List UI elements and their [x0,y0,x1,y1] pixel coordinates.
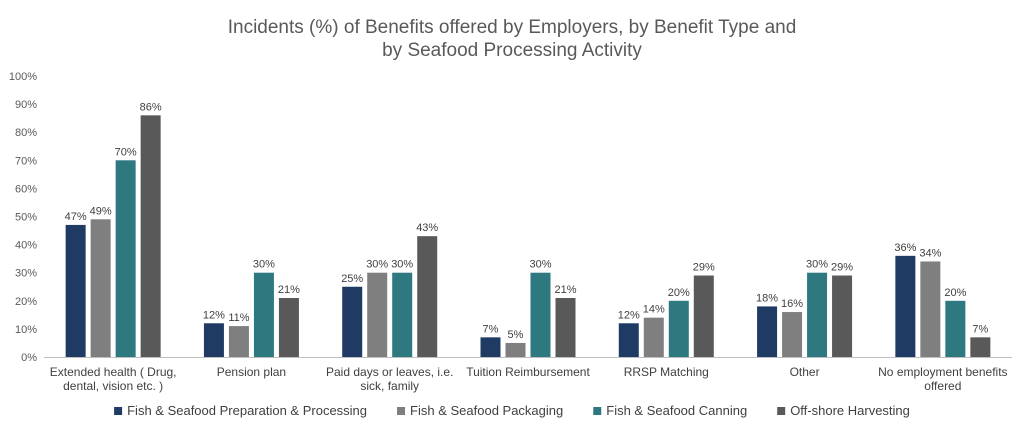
y-tick-label: 40% [15,240,37,252]
y-tick-label: 0% [21,352,37,364]
bar-2-1 [203,323,224,357]
data-label: 21% [554,284,576,296]
legend-label-2: Fish & Seafood Packaging [410,403,563,418]
bar-4-3 [530,272,551,357]
y-tick-label: 50% [15,212,37,224]
data-label: 18% [756,292,778,304]
data-label: 7% [483,323,499,335]
data-label: 30% [366,259,388,271]
legend-swatch-3 [593,407,602,415]
bar-4-1 [480,337,501,357]
data-label: 36% [894,242,916,254]
bar-1-3 [115,160,136,357]
data-label: 25% [341,273,363,285]
category-label: Extended health ( Drug, [50,365,177,379]
data-label: 16% [781,298,803,310]
data-label: 30% [253,259,275,271]
category-label: Other [790,365,820,379]
bar-5-4 [693,275,714,357]
legend-label-4: Off-shore Harvesting [790,403,910,418]
category-label: Pension plan [217,365,286,379]
bar-7-1 [895,255,916,357]
bar-7-3 [945,300,966,357]
data-label: 47% [65,211,87,223]
data-label: 14% [643,304,665,316]
data-label: 43% [416,222,438,234]
data-label: 12% [618,309,640,321]
bar-4-2 [505,342,526,357]
bar-1-1 [65,224,86,357]
legend-swatch-4 [777,407,786,415]
bar-2-3 [253,272,274,357]
data-label: 86% [140,101,162,113]
bar-6-1 [757,306,778,357]
y-tick-label: 20% [15,296,37,308]
bar-3-2 [367,272,388,357]
data-label: 29% [831,262,853,274]
data-label: 11% [228,312,249,324]
bar-7-2 [920,261,941,357]
bar-6-3 [807,272,828,357]
bar-2-2 [228,326,249,357]
y-tick-label: 80% [15,127,37,139]
category-label: sick, family [360,379,419,393]
chart-title-line-2: by Seafood Processing Activity [382,40,642,61]
data-label: 21% [278,284,300,296]
data-label: 34% [919,247,941,259]
data-label: 49% [90,205,112,217]
category-label: Tuition Reimbursement [466,365,590,379]
bar-1-2 [90,219,111,357]
bar-2-4 [278,297,299,357]
bar-6-4 [832,275,853,357]
bar-5-2 [643,317,664,357]
bar-3-1 [342,286,363,357]
category-label: offered [924,379,961,393]
bar-5-3 [668,300,689,357]
legend-label-3: Fish & Seafood Canning [606,403,747,418]
data-label: 12% [203,309,225,321]
data-label: 30% [806,259,828,271]
bar-3-3 [392,272,413,357]
category-label: RRSP Matching [624,365,709,379]
category-label: No employment benefits [878,365,1007,379]
data-label: 29% [693,262,715,274]
data-label: 20% [668,287,690,299]
bars [65,115,991,357]
chart-title: Incidents (%) of Benefits offered by Emp… [228,17,797,61]
bar-4-4 [555,297,576,357]
y-tick-label: 70% [15,155,37,167]
data-label: 30% [391,259,413,271]
category-label: dental, vision etc. ) [63,379,163,393]
data-label: 5% [508,329,524,341]
data-label: 30% [529,259,551,271]
legend-swatch-2 [397,407,406,415]
legend-label-1: Fish & Seafood Preparation & Processing [127,403,367,418]
bar-5-1 [618,323,639,357]
bar-6-2 [782,312,803,357]
data-label: 7% [972,323,988,335]
bar-1-4 [140,115,161,357]
data-labels: 47% 49%70%86%12% 11%30%21%25%30% 30%43%7% 5%… [65,101,989,341]
legend: Fish & Seafood Preparation & Processing F… [114,403,910,418]
data-label: 20% [944,287,966,299]
bar-3-4 [417,236,438,357]
y-tick-label: 30% [15,268,37,280]
y-tick-label: 60% [15,183,37,195]
legend-swatch-1 [114,407,123,415]
y-tick-label: 90% [15,99,37,111]
bar-7-4 [970,337,991,357]
data-label: 70% [115,146,137,158]
x-axis: Extended health ( Drug,dental, vision et… [44,357,1012,393]
y-tick-label: 10% [15,324,37,336]
y-axis: 0% 10% 20% 30% 40% 50% 60% 70% 80% 90% 100% [9,71,37,364]
y-tick-label: 100% [9,71,37,83]
chart-title-line-1: Incidents (%) of Benefits offered by Emp… [228,17,797,38]
category-label: Paid days or leaves, i.e. [326,365,453,379]
